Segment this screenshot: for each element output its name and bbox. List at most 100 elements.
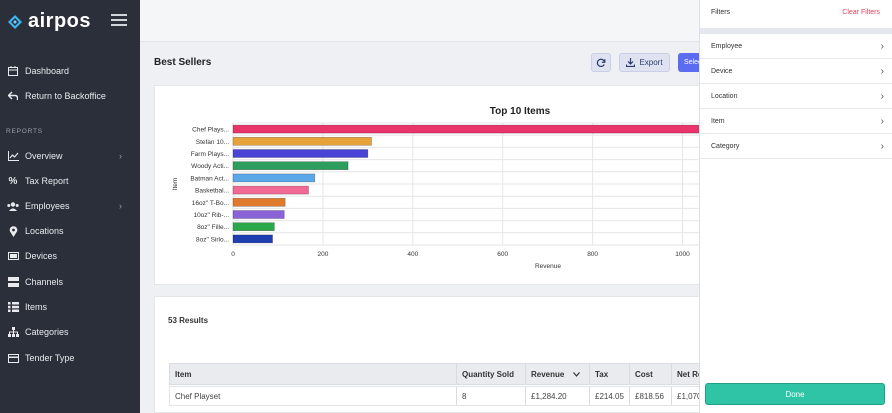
- chart-line-icon: [7, 150, 19, 162]
- sidebar-item-categories[interactable]: Categories: [0, 321, 140, 343]
- export-button[interactable]: Export: [619, 53, 670, 72]
- y-axis-label: Item: [172, 178, 179, 191]
- y-tick-label: 10oz" Rib-...: [193, 212, 229, 219]
- column-header-revenue[interactable]: Revenue: [526, 364, 590, 384]
- cell-revenue: £1,284.20: [526, 387, 590, 405]
- calendar-icon: [7, 65, 19, 77]
- card-icon: [7, 352, 19, 364]
- x-tick-label: 800: [587, 251, 598, 258]
- sidebar-item-label: Return to Backoffice: [25, 91, 106, 101]
- refresh-button[interactable]: [591, 53, 611, 72]
- x-tick-label: 0: [231, 251, 235, 258]
- filter-employee[interactable]: Employee ›: [700, 34, 892, 59]
- cell-tax: £214.05: [590, 387, 630, 405]
- bar: [232, 198, 286, 207]
- filter-label: Category: [711, 142, 740, 150]
- device-icon: [7, 250, 19, 262]
- results-count: 53 Results: [168, 316, 209, 325]
- filter-location[interactable]: Location ›: [700, 84, 892, 109]
- done-button[interactable]: Done: [705, 383, 885, 405]
- sidebar-item-label: Employees: [25, 201, 70, 211]
- column-header-item[interactable]: Item: [170, 364, 457, 384]
- clear-filters-link[interactable]: Clear Filters: [842, 9, 880, 16]
- sidebar-item-locations[interactable]: Locations: [0, 220, 140, 242]
- sidebar-item-employees[interactable]: Employees ›: [0, 195, 140, 217]
- chevron-right-icon: ›: [880, 65, 884, 77]
- chevron-right-icon: ›: [880, 140, 884, 152]
- y-tick-label: Farm Plays...: [191, 151, 229, 158]
- chart-title: Top 10 Items: [490, 106, 551, 117]
- channels-icon: [7, 276, 19, 288]
- column-header-revenue-label: Revenue: [531, 369, 565, 379]
- filter-item[interactable]: Item ›: [700, 109, 892, 134]
- y-tick-label: Batman Act...: [190, 175, 229, 182]
- sort-chevron-down-icon: [573, 370, 581, 379]
- x-tick-label: 1000: [675, 251, 690, 258]
- percent-icon: %: [8, 175, 18, 187]
- chevron-right-icon: ›: [880, 115, 884, 127]
- filter-label: Device: [711, 67, 733, 75]
- column-header-cost[interactable]: Cost: [630, 364, 672, 384]
- list-icon: [7, 301, 19, 313]
- x-tick-label: 400: [407, 251, 418, 258]
- sidebar: airpos Dashboard Return to Backoffice RE…: [0, 0, 140, 413]
- bar: [232, 222, 275, 231]
- table-header: Item Quantity Sold Revenue Tax Cost Net …: [169, 363, 701, 385]
- filter-category[interactable]: Category ›: [700, 134, 892, 159]
- filter-label: Item: [711, 117, 725, 125]
- menu-toggle-icon[interactable]: [111, 14, 127, 26]
- sidebar-item-channels[interactable]: Channels: [0, 271, 140, 293]
- column-header-net-revenue[interactable]: Net Re: [677, 369, 701, 379]
- chart-card: Top 10 Items Chef Plays... Stefan 10... Far…: [154, 85, 811, 285]
- cell-item: Chef Playset: [170, 387, 457, 405]
- cell-quantity-sold: 8: [457, 387, 526, 405]
- bar: [232, 185, 309, 195]
- filter-label: Location: [711, 92, 738, 100]
- sidebar-item-label: Tax Report: [25, 176, 69, 186]
- sidebar-item-label: Categories: [25, 327, 69, 337]
- chevron-right-icon: ›: [119, 151, 122, 161]
- users-icon: [7, 200, 19, 212]
- sidebar-item-label: Items: [25, 302, 48, 312]
- refresh-icon: [596, 58, 606, 67]
- sidebar-item-return-to-backoffice[interactable]: Return to Backoffice: [0, 85, 140, 107]
- sidebar-item-tender-type[interactable]: Tender Type: [0, 347, 140, 369]
- bar: [232, 161, 349, 170]
- table-row[interactable]: Chef Playset 8 £1,284.20 £214.05 £818.56…: [169, 386, 701, 406]
- column-header-quantity-sold[interactable]: Quantity Sold: [457, 364, 526, 384]
- chevron-right-icon: ›: [880, 90, 884, 102]
- bar: [232, 136, 372, 146]
- sidebar-item-label: Dashboard: [25, 66, 70, 76]
- y-tick-label: 8oz" Fille...: [197, 224, 229, 231]
- x-tick-label: 200: [317, 251, 328, 258]
- x-tick-label: 600: [497, 251, 508, 258]
- sidebar-item-label: Channels: [25, 277, 64, 287]
- column-header-tax[interactable]: Tax: [590, 364, 630, 384]
- sidebar-item-dashboard[interactable]: Dashboard: [0, 60, 140, 82]
- y-tick-label: Basketbal...: [195, 188, 229, 195]
- reports-section-label: REPORTS: [6, 128, 43, 135]
- select-button[interactable]: Select: [678, 53, 702, 72]
- sidebar-item-devices[interactable]: Devices: [0, 245, 140, 267]
- sidebar-item-label: Devices: [25, 251, 58, 261]
- cell-cost: £818.56: [630, 387, 672, 405]
- airpos-logo-icon: [8, 14, 22, 29]
- sidebar-item-tax-report[interactable]: % Tax Report: [0, 170, 140, 192]
- download-icon: [626, 58, 636, 67]
- filters-divider: [700, 28, 892, 34]
- location-pin-icon: [7, 225, 19, 237]
- filter-label: Employee: [711, 42, 743, 50]
- filters-title: Filters: [711, 9, 731, 16]
- sidebar-item-overview[interactable]: Overview ›: [0, 145, 140, 167]
- filters-header: Filters Clear Filters: [700, 0, 892, 28]
- sidebar-item-items[interactable]: Items: [0, 296, 140, 318]
- brand[interactable]: airpos: [6, 10, 91, 33]
- filter-device[interactable]: Device ›: [700, 59, 892, 84]
- y-tick-label: 16oz" T-Bo...: [192, 200, 229, 207]
- page-title: Best Sellers: [154, 57, 212, 68]
- x-axis-label: Revenue: [535, 263, 561, 270]
- bar: [232, 173, 316, 183]
- sitemap-icon: [7, 326, 19, 338]
- chevron-right-icon: ›: [119, 201, 122, 211]
- sidebar-item-label: Locations: [25, 226, 64, 236]
